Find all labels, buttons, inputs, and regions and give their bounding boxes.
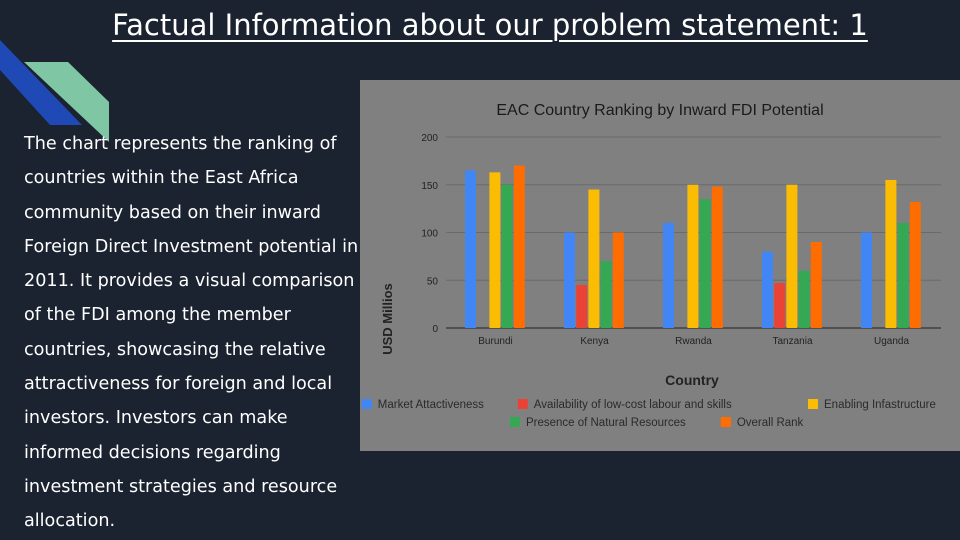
bar	[897, 222, 909, 328]
category-label: Uganda	[874, 336, 909, 347]
bar	[810, 242, 822, 328]
legend-swatch	[720, 417, 731, 427]
corner-decoration	[0, 40, 109, 142]
category-labels: Burundi Kenya Rwanda Tanzania Uganda	[478, 336, 909, 347]
legend: Market Attactiveness Availability of low-…	[361, 399, 936, 429]
category-label: Tanzania	[772, 336, 812, 347]
bar	[564, 232, 575, 328]
legend-label: Availability of low-cost labour and skil…	[534, 399, 732, 411]
bar	[600, 261, 612, 328]
bars	[465, 165, 921, 328]
x-axis-label: Country	[665, 372, 719, 388]
legend-label: Enabling Infastructure	[824, 399, 936, 411]
bar	[465, 170, 476, 328]
bar	[774, 283, 786, 328]
deco-green-stripe	[24, 62, 109, 142]
bar	[612, 232, 624, 328]
chart-panel: EAC Country Ranking by Inward FDI Potent…	[360, 80, 960, 451]
bar	[861, 232, 872, 328]
legend-swatch	[361, 399, 372, 409]
y-tick-label: 200	[421, 133, 438, 144]
bar	[699, 199, 711, 328]
bar	[489, 172, 501, 328]
legend-label: Overall Rank	[737, 417, 804, 429]
y-tick-label: 150	[421, 181, 438, 192]
y-tick-label: 100	[421, 229, 438, 240]
bar	[576, 285, 588, 328]
legend-swatch	[509, 417, 520, 427]
bar	[909, 201, 921, 328]
bar	[885, 179, 897, 328]
y-tick-labels: 0 50 100 150 200	[421, 133, 438, 335]
bar	[513, 165, 525, 328]
y-tick-label: 0	[432, 324, 438, 335]
y-tick-label: 50	[427, 276, 439, 287]
body-text: The chart represents the ranking of coun…	[24, 134, 359, 532]
deco-blue-stripe	[0, 40, 82, 125]
category-label: Rwanda	[675, 336, 712, 347]
legend-label: Presence of Natural Resources	[526, 417, 686, 429]
slide-title: Factual Information about our problem st…	[112, 8, 868, 42]
y-axis-label: USD Millios	[380, 283, 395, 355]
legend-swatch	[517, 399, 528, 409]
legend-swatch	[808, 399, 818, 409]
bar	[501, 184, 513, 328]
fdi-bar-chart: EAC Country Ranking by Inward FDI Potent…	[361, 102, 941, 429]
legend-label: Market Attactiveness	[378, 399, 484, 411]
category-label: Kenya	[580, 336, 609, 347]
bar	[588, 189, 600, 328]
bar	[687, 184, 699, 328]
category-label: Burundi	[478, 336, 512, 347]
bar	[786, 184, 798, 328]
bar	[762, 251, 773, 328]
bar	[711, 186, 723, 328]
bar	[663, 222, 674, 328]
bar	[798, 270, 810, 328]
chart-title: EAC Country Ranking by Inward FDI Potent…	[496, 102, 823, 119]
